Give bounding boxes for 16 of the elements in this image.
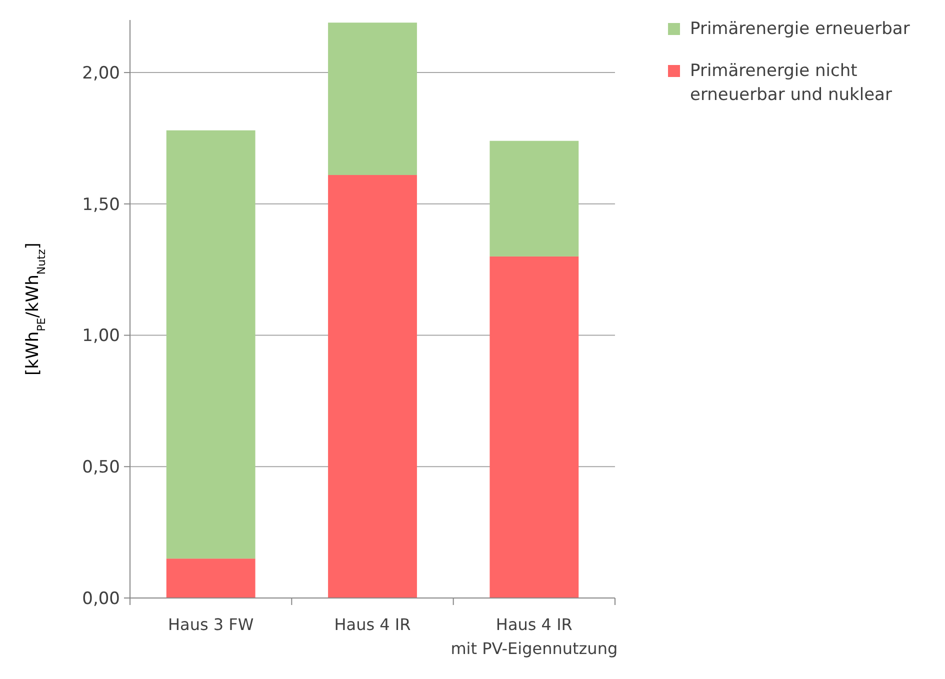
bar (166, 130, 256, 559)
bar (328, 22, 417, 176)
bar (328, 175, 417, 598)
y-tick-label: 0,00 (82, 588, 120, 609)
bar (166, 558, 256, 598)
x-tick-label: Haus 3 FW (168, 615, 254, 634)
bar (490, 140, 579, 256)
y-tick-label: 1,00 (82, 326, 120, 346)
x-tick-label: Haus 4 IR mit PV-Eigennutzung (450, 615, 618, 658)
x-tick-label: Haus 4 IR (334, 615, 411, 634)
y-tick-label: 2,00 (82, 63, 120, 84)
legend-label: Primärenergie nicht erneuerbar und nuklear (690, 61, 892, 105)
y-tick-label: 0,50 (82, 458, 120, 478)
bar (490, 256, 579, 598)
legend-label: Primärenergie erneuerbar (690, 19, 910, 39)
y-tick-label: 1,50 (82, 194, 120, 215)
